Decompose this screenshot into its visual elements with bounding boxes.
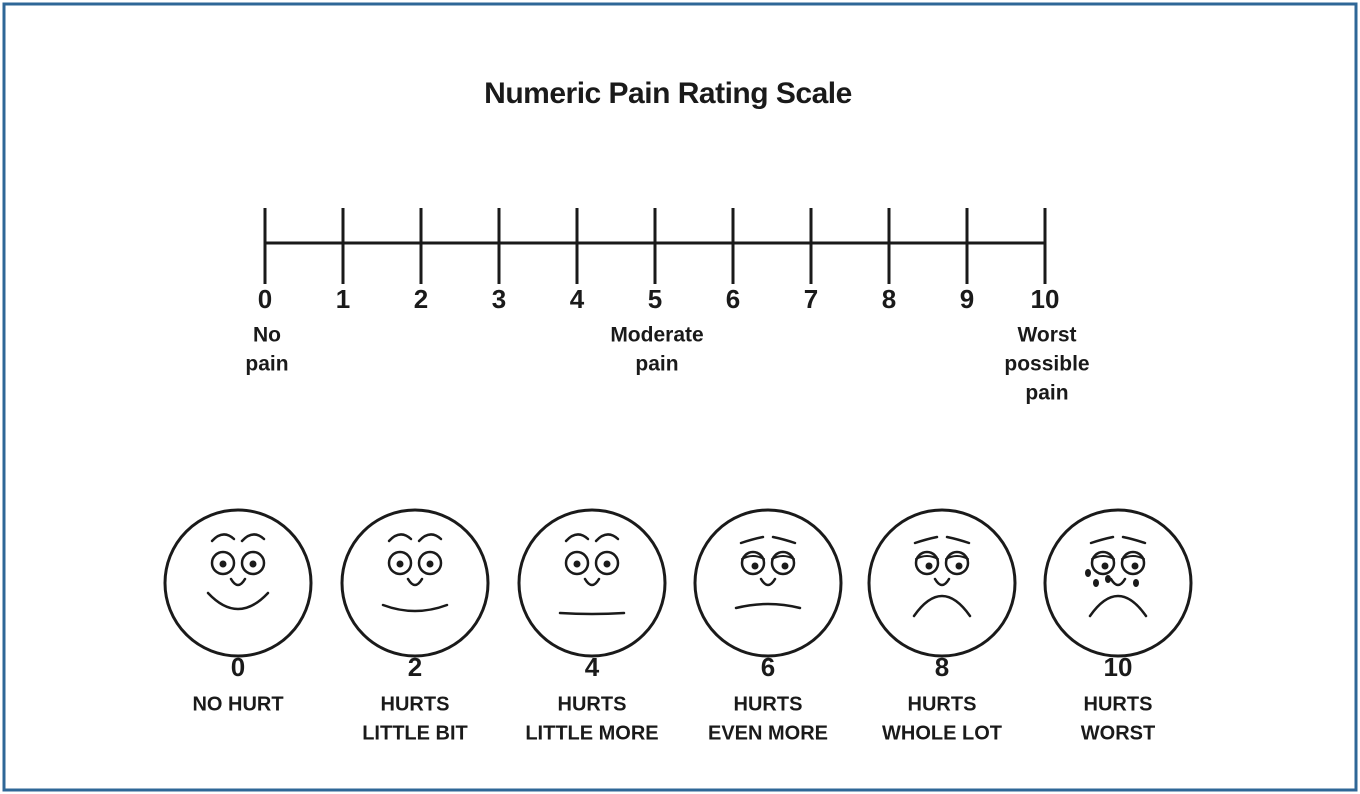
anchor-label: No bbox=[253, 324, 281, 347]
face-rating: 2 bbox=[408, 652, 422, 682]
pupil bbox=[956, 563, 963, 570]
face-label: HURTS bbox=[381, 693, 450, 715]
scale-tick-label: 5 bbox=[648, 284, 662, 314]
face-rating: 4 bbox=[585, 652, 600, 682]
face-label: LITTLE BIT bbox=[362, 722, 468, 744]
face-label: HURTS bbox=[734, 693, 803, 715]
pupil bbox=[1132, 563, 1139, 570]
pupil bbox=[574, 561, 581, 568]
face-label: HURTS bbox=[908, 693, 977, 715]
page: Numeric Pain Rating Scale 0 1 2 3 4 5 6 7 8 9 10 No… bbox=[0, 0, 1360, 794]
face-rating: 10 bbox=[1104, 652, 1133, 682]
face-label: LITTLE MORE bbox=[525, 722, 658, 744]
pupil bbox=[427, 561, 434, 568]
scale-tick-label: 0 bbox=[258, 284, 272, 314]
pupil bbox=[752, 563, 759, 570]
anchor-label: Worst bbox=[1017, 324, 1076, 347]
scale-tick-label: 3 bbox=[492, 284, 506, 314]
anchor-label: pain bbox=[635, 353, 678, 376]
face-label: WORST bbox=[1081, 722, 1155, 744]
scale-tick-label: 10 bbox=[1031, 284, 1060, 314]
face-label: HURTS bbox=[1084, 693, 1153, 715]
face-label: NO HURT bbox=[192, 693, 283, 715]
tear bbox=[1085, 569, 1091, 577]
scale-tick-label: 2 bbox=[414, 284, 428, 314]
title: Numeric Pain Rating Scale bbox=[484, 77, 852, 110]
pupil bbox=[926, 563, 933, 570]
anchor-label: possible bbox=[1004, 353, 1089, 376]
pupil bbox=[604, 561, 611, 568]
scale-tick-label: 4 bbox=[570, 284, 585, 314]
face-rating: 6 bbox=[761, 652, 775, 682]
face-label: EVEN MORE bbox=[708, 722, 828, 744]
pupil bbox=[397, 561, 404, 568]
face-rating: 0 bbox=[231, 652, 245, 682]
anchor-label: pain bbox=[1025, 382, 1068, 405]
face-rating: 8 bbox=[935, 652, 949, 682]
frame bbox=[4, 4, 1356, 790]
tear bbox=[1105, 575, 1111, 583]
pupil bbox=[220, 561, 227, 568]
scale-tick-label: 1 bbox=[336, 284, 350, 314]
tear bbox=[1093, 579, 1099, 587]
pupil bbox=[782, 563, 789, 570]
face-label: HURTS bbox=[558, 693, 627, 715]
mouth bbox=[560, 613, 624, 614]
scale-tick-label: 9 bbox=[960, 284, 974, 314]
face-label: WHOLE LOT bbox=[882, 722, 1002, 744]
pupil bbox=[1102, 563, 1109, 570]
scale-tick-label: 8 bbox=[882, 284, 896, 314]
scale-tick-label: 7 bbox=[804, 284, 818, 314]
tear bbox=[1133, 579, 1139, 587]
anchor-label: Moderate bbox=[610, 324, 703, 347]
pupil bbox=[250, 561, 257, 568]
anchor-label: pain bbox=[245, 353, 288, 376]
scale-tick-label: 6 bbox=[726, 284, 740, 314]
